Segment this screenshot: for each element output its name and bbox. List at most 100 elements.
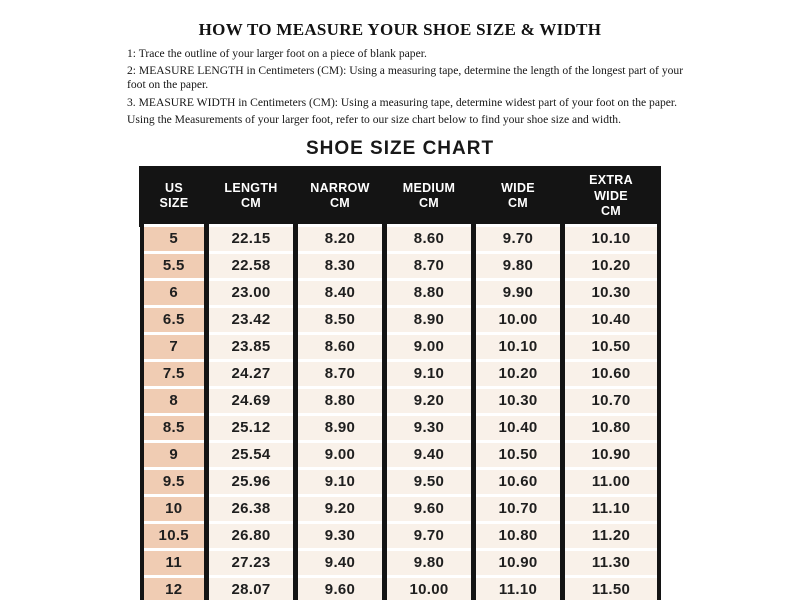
measurement-cell: 10.60 xyxy=(471,466,563,496)
measurement-cell: 10.80 xyxy=(471,520,563,550)
measurement-cell: 26.80 xyxy=(204,520,296,550)
column-header: LENGTH CM xyxy=(204,168,296,226)
measurement-cell: 9.50 xyxy=(382,466,474,496)
column-header: WIDE CM xyxy=(471,168,563,226)
measurement-cell: 24.69 xyxy=(204,385,296,415)
column-header: EXTRA WIDE CM xyxy=(560,168,659,226)
measurement-cell: 9.70 xyxy=(382,520,474,550)
measurement-cell: 24.27 xyxy=(204,358,296,388)
us-size-cell: 7 xyxy=(141,331,207,361)
table-row: 11 27.23 9.40 9.80 10.90 11.30 xyxy=(141,547,659,577)
us-size-cell: 9 xyxy=(141,439,207,469)
measurement-cell: 11.10 xyxy=(560,493,659,523)
measurement-cell: 8.60 xyxy=(293,331,385,361)
measurement-cell: 9.80 xyxy=(471,250,563,280)
table-row: 8.5 25.12 8.90 9.30 10.40 10.80 xyxy=(141,412,659,442)
measurement-cell: 9.90 xyxy=(471,277,563,307)
column-header: NARROW CM xyxy=(293,168,385,226)
measurement-cell: 10.20 xyxy=(560,250,659,280)
measurement-cell: 27.23 xyxy=(204,547,296,577)
table-row: 5.5 22.58 8.30 8.70 9.80 10.20 xyxy=(141,250,659,280)
measurement-instructions: 1: Trace the outline of your larger foot… xyxy=(127,47,693,127)
us-size-cell: 11 xyxy=(141,547,207,577)
measurement-cell: 9.40 xyxy=(293,547,385,577)
column-header: US SIZE xyxy=(139,168,207,226)
measurement-cell: 28.07 xyxy=(204,574,296,600)
measurement-cell: 25.96 xyxy=(204,466,296,496)
measurement-cell: 11.10 xyxy=(471,574,563,600)
measurement-cell: 8.80 xyxy=(382,277,474,307)
table-row: 8 24.69 8.80 9.20 10.30 10.70 xyxy=(141,385,659,415)
measurement-cell: 9.20 xyxy=(293,493,385,523)
us-size-cell: 10 xyxy=(141,493,207,523)
measurement-cell: 10.70 xyxy=(560,385,659,415)
measurement-cell: 10.30 xyxy=(471,385,563,415)
measurement-cell: 9.10 xyxy=(382,358,474,388)
measurement-cell: 25.12 xyxy=(204,412,296,442)
measurement-cell: 25.54 xyxy=(204,439,296,469)
measurement-cell: 9.00 xyxy=(293,439,385,469)
measurement-cell: 11.00 xyxy=(560,466,659,496)
measurement-cell: 23.00 xyxy=(204,277,296,307)
measurement-cell: 8.90 xyxy=(293,412,385,442)
measurement-cell: 8.40 xyxy=(293,277,385,307)
measurement-cell: 10.30 xyxy=(560,277,659,307)
measurement-cell: 22.58 xyxy=(204,250,296,280)
us-size-cell: 10.5 xyxy=(141,520,207,550)
us-size-cell: 6 xyxy=(141,277,207,307)
measurement-cell: 10.40 xyxy=(560,304,659,334)
measurement-cell: 26.38 xyxy=(204,493,296,523)
measurement-cell: 11.50 xyxy=(560,574,659,600)
measurement-cell: 8.20 xyxy=(293,223,385,253)
measurement-cell: 23.85 xyxy=(204,331,296,361)
measurement-cell: 10.20 xyxy=(471,358,563,388)
table-row: 5 22.15 8.20 8.60 9.70 10.10 xyxy=(141,223,659,253)
measurement-cell: 11.30 xyxy=(560,547,659,577)
us-size-cell: 12 xyxy=(141,574,207,600)
table-row: 10 26.38 9.20 9.60 10.70 11.10 xyxy=(141,493,659,523)
table-row: 10.5 26.80 9.30 9.70 10.80 11.20 xyxy=(141,520,659,550)
measurement-cell: 23.42 xyxy=(204,304,296,334)
measurement-cell: 8.90 xyxy=(382,304,474,334)
measurement-cell: 10.10 xyxy=(560,223,659,253)
instruction-note: Using the Measurements of your larger fo… xyxy=(127,113,621,127)
measurement-cell: 22.15 xyxy=(204,223,296,253)
us-size-cell: 8.5 xyxy=(141,412,207,442)
measurement-cell: 9.20 xyxy=(382,385,474,415)
measurement-cell: 9.40 xyxy=(382,439,474,469)
measurement-cell: 10.40 xyxy=(471,412,563,442)
us-size-cell: 5.5 xyxy=(141,250,207,280)
us-size-cell: 9.5 xyxy=(141,466,207,496)
table-header-row: US SIZE LENGTH CM NARROW CM MEDIUM CM WIDE CM EXTR… xyxy=(139,168,659,226)
column-header: MEDIUM CM xyxy=(382,168,474,226)
page-title: HOW TO MEASURE YOUR SHOE SIZE & WIDTH xyxy=(198,20,602,39)
measurement-cell: 9.70 xyxy=(471,223,563,253)
table-row: 9 25.54 9.00 9.40 10.50 10.90 xyxy=(141,439,659,469)
measurement-cell: 9.10 xyxy=(293,466,385,496)
measurement-cell: 9.60 xyxy=(382,493,474,523)
instruction-step-2: 2: MEASURE LENGTH in Centimeters (CM): U… xyxy=(127,64,684,92)
shoe-size-table: US SIZE LENGTH CM NARROW CM MEDIUM CM WIDE CM EXTR… xyxy=(139,166,661,600)
us-size-cell: 6.5 xyxy=(141,304,207,334)
table-row: 7.5 24.27 8.70 9.10 10.20 10.60 xyxy=(141,358,659,388)
measurement-cell: 10.10 xyxy=(471,331,563,361)
measurement-cell: 10.90 xyxy=(471,547,563,577)
measurement-cell: 9.30 xyxy=(293,520,385,550)
measurement-cell: 10.00 xyxy=(471,304,563,334)
measurement-cell: 8.80 xyxy=(293,385,385,415)
measurement-cell: 10.50 xyxy=(471,439,563,469)
table-row: 12 28.07 9.60 10.00 11.10 11.50 xyxy=(141,574,659,600)
measurement-cell: 9.00 xyxy=(382,331,474,361)
measurement-cell: 8.60 xyxy=(382,223,474,253)
chart-title: SHOE SIZE CHART xyxy=(305,138,495,160)
measurement-cell: 9.30 xyxy=(382,412,474,442)
table-row: 6 23.00 8.40 8.80 9.90 10.30 xyxy=(141,277,659,307)
measurement-cell: 8.70 xyxy=(382,250,474,280)
us-size-cell: 8 xyxy=(141,385,207,415)
table-row: 7 23.85 8.60 9.00 10.10 10.50 xyxy=(141,331,659,361)
us-size-cell: 7.5 xyxy=(141,358,207,388)
instruction-step-3: 3. MEASURE WIDTH in Centimeters (CM): Us… xyxy=(127,95,678,109)
measurement-cell: 9.60 xyxy=(293,574,385,600)
measurement-cell: 8.70 xyxy=(293,358,385,388)
